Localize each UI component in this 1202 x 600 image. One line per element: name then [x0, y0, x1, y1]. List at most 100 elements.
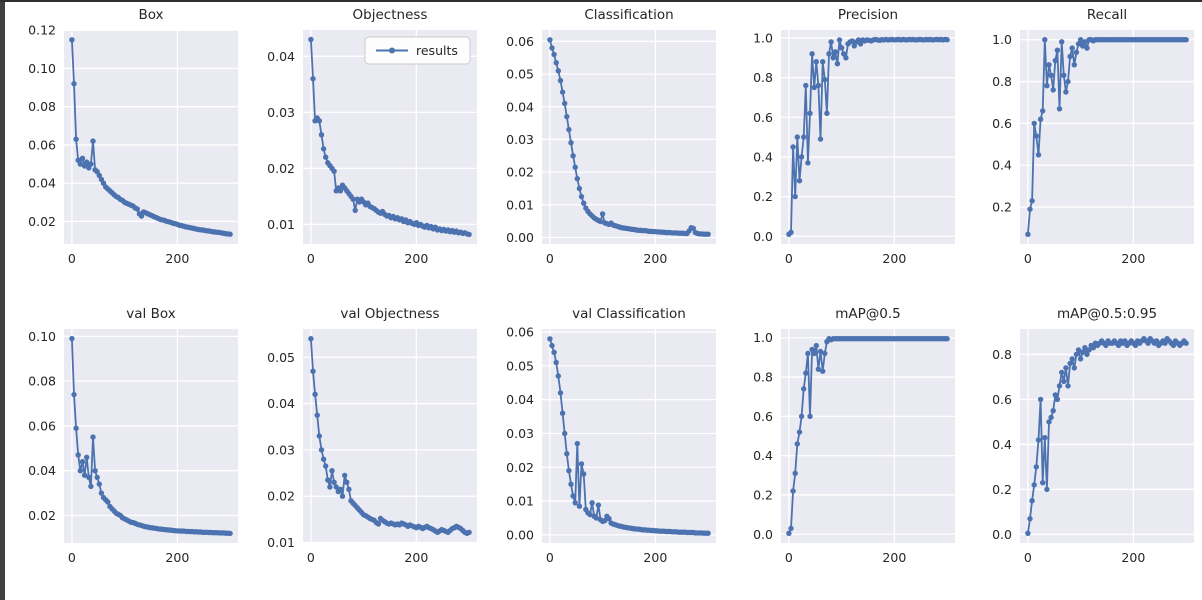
data-point-marker — [346, 486, 352, 492]
data-point-marker — [1069, 356, 1075, 362]
data-point-marker — [807, 110, 813, 117]
data-point-marker — [1048, 72, 1054, 79]
x-tick-label: 0 — [68, 550, 76, 565]
x-tick-label: 200 — [404, 550, 428, 565]
data-point-marker — [1065, 78, 1071, 85]
data-point-marker — [86, 474, 92, 481]
data-point-marker — [570, 493, 576, 499]
data-point-marker — [1052, 392, 1058, 398]
data-point-marker — [1025, 530, 1031, 536]
data-point-marker — [1069, 45, 1075, 51]
data-point-marker — [794, 441, 800, 447]
data-point-marker — [815, 366, 822, 372]
y-tick-label: 0.08 — [28, 99, 56, 114]
data-point-marker — [809, 51, 815, 57]
data-point-marker — [551, 51, 557, 58]
x-tick-label: 200 — [643, 251, 667, 266]
data-point-marker — [310, 368, 316, 374]
data-point-marker — [1103, 342, 1109, 349]
data-point-marker — [375, 521, 382, 527]
data-point-marker — [801, 386, 807, 392]
data-point-marker — [551, 349, 557, 355]
chart-val-box: val Box 0.02 0.04 0.06 0.08 0.10 0 200 — [6, 301, 245, 600]
data-point-marker — [1029, 198, 1035, 204]
data-point-marker — [572, 164, 578, 170]
y-tick-label: 0.10 — [28, 329, 56, 344]
y-tick-label: 0.8 — [753, 70, 773, 85]
data-point-marker — [329, 468, 335, 474]
data-point-marker — [1035, 152, 1042, 158]
chart-val-objectness: val Objectness 0.01 0.02 0.03 0.04 0.05 0 200 — [245, 301, 484, 600]
data-point-marker — [559, 410, 566, 416]
chart-svg: Box 0.02 0.04 0.06 0.08 0.10 0.12 0 200 — [28, 7, 238, 266]
y-tick-label: 0.0 — [992, 527, 1012, 542]
data-point-marker — [578, 193, 585, 200]
y-tick-label: 0.02 — [28, 214, 56, 229]
data-point-marker — [1084, 351, 1090, 358]
plot-area — [303, 329, 477, 543]
y-tick-label: 0.2 — [753, 487, 773, 502]
data-point-marker — [73, 425, 79, 431]
data-point-marker — [320, 456, 327, 462]
data-point-marker — [843, 55, 849, 61]
data-point-marker — [73, 136, 79, 142]
data-point-marker — [798, 154, 805, 160]
y-tick-label: 0.04 — [267, 49, 295, 64]
x-tick-label: 200 — [1121, 251, 1145, 266]
y-tick-label: 0.06 — [506, 325, 534, 340]
data-point-marker — [331, 479, 337, 485]
data-point-marker — [553, 359, 559, 366]
data-point-marker — [314, 412, 320, 418]
x-tick-label: 0 — [1024, 550, 1032, 565]
y-tick-label: 0.02 — [506, 165, 534, 180]
data-point-marker — [1162, 340, 1168, 346]
data-point-marker — [1084, 45, 1090, 51]
data-point-marker — [1063, 365, 1069, 371]
data-point-marker — [1063, 89, 1069, 95]
x-tick-label: 0 — [785, 550, 793, 565]
data-point-marker — [71, 391, 77, 398]
legend-marker-sample — [389, 47, 395, 54]
chart-svg: Precision 0.0 0.2 0.4 0.6 0.8 1.0 0 200 — [753, 7, 955, 266]
data-point-marker — [828, 39, 834, 45]
data-point-marker — [339, 493, 346, 499]
data-point-marker — [788, 525, 794, 532]
plot-area — [64, 30, 238, 244]
data-point-marker — [786, 530, 792, 536]
chart-val-classification: val Classification 0.00 0.01 0.02 0.03 0.04 0.… — [484, 301, 723, 600]
data-point-marker — [1042, 37, 1048, 43]
data-point-marker — [593, 515, 599, 521]
y-tick-label: 0.03 — [267, 105, 295, 120]
chart-title: mAP@0.5 — [835, 306, 901, 322]
data-point-marker — [1040, 480, 1046, 486]
x-tick-label: 0 — [546, 251, 554, 266]
data-point-marker — [320, 146, 327, 152]
data-point-marker — [92, 468, 98, 474]
y-tick-label: 0.10 — [28, 61, 56, 76]
data-point-marker — [138, 213, 145, 219]
data-point-marker — [836, 37, 843, 43]
data-point-marker — [811, 84, 817, 91]
data-point-marker — [1080, 43, 1086, 49]
x-tick-label: 0 — [68, 251, 76, 266]
x-tick-label: 200 — [1121, 550, 1145, 565]
data-point-marker — [794, 134, 800, 140]
data-point-marker — [1115, 342, 1122, 349]
y-tick-label: 0.2 — [992, 482, 1012, 497]
data-point-marker — [589, 500, 595, 506]
plot-area — [303, 30, 477, 244]
data-point-marker — [69, 37, 75, 43]
data-point-marker — [820, 59, 826, 65]
data-point-marker — [323, 154, 329, 160]
chart-svg: Recall 0.2 0.4 0.6 0.8 1.0 0 200 — [992, 7, 1194, 266]
y-tick-label: 0.6 — [992, 116, 1012, 131]
data-point-marker — [337, 486, 344, 492]
y-tick-label: 0.6 — [992, 392, 1012, 407]
y-tick-label: 0.4 — [992, 158, 1012, 173]
data-point-marker — [790, 488, 796, 494]
data-point-marker — [809, 346, 815, 353]
chart-svg: val Box 0.02 0.04 0.06 0.08 0.10 0 200 — [28, 306, 238, 565]
y-tick-label: 0.04 — [28, 463, 56, 478]
data-point-marker — [811, 350, 817, 357]
data-point-marker — [79, 459, 86, 465]
